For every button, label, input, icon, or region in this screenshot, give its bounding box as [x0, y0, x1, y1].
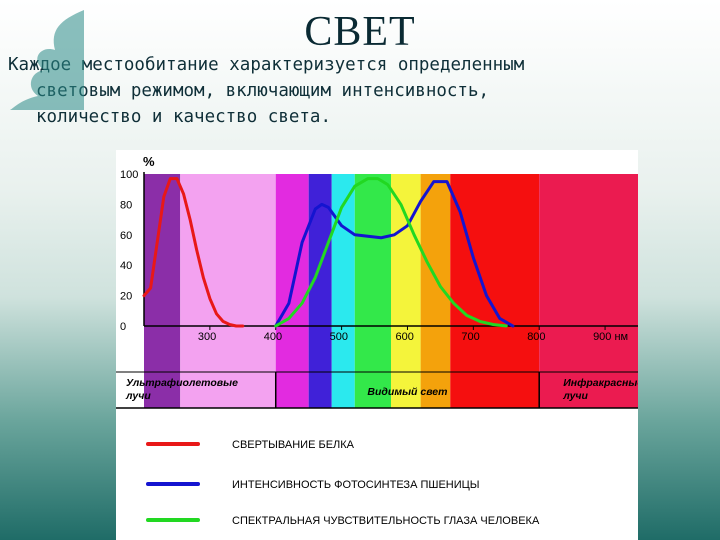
legend-label-1: СВЕРТЫВАНИЕ БЕЛКА: [232, 439, 355, 451]
slide-text-line-3: количество и качество света.: [36, 107, 332, 127]
slide-text-line-1: Каждое местообитание характеризуется опр…: [8, 55, 525, 75]
y-tick-label-6: 100: [120, 169, 138, 181]
spectrum-band-2: [180, 174, 276, 408]
y-tick-label-1: 0: [120, 321, 126, 333]
spectrum-chart: 0 20 40 60 80 100% 300 400 500 600 700 800 900 нм Уль…: [116, 154, 638, 527]
y-tick-label-5: 80: [120, 199, 132, 211]
spectrum-band-10: [539, 174, 638, 408]
x-tick-label-3: 500: [330, 331, 348, 343]
chart-panel: 0 20 40 60 80 100% 300 400 500 600 700 800 900 нм Уль…: [116, 150, 638, 540]
spectrum-band-6: [354, 174, 391, 408]
y-tick-label-2: 20: [120, 291, 132, 303]
y-axis-unit-label: %: [143, 154, 155, 169]
region-label-visible: Видимый свет: [367, 386, 447, 398]
x-tick-label-6: 800: [527, 331, 545, 343]
spectrum-band-4: [308, 174, 332, 408]
x-tick-label-2: 400: [264, 331, 282, 343]
x-tick-label-5: 700: [461, 331, 479, 343]
y-tick-label-3: 40: [120, 260, 132, 272]
y-tick-label-4: 60: [120, 230, 132, 242]
x-tick-label-4: 600: [395, 331, 413, 343]
x-tick-label-7: 900 нм: [593, 331, 628, 343]
series-line-1: [142, 177, 245, 328]
legend-label-3: СПЕКТРАЛЬНАЯ ЧУВСТВИТЕЛЬНОСТЬ ГЛАЗА ЧЕЛО…: [232, 515, 540, 527]
legend-label-2: ИНТЕНСИВНОСТЬ ФОТОСИНТЕЗА ПШЕНИЦЫ: [232, 479, 480, 491]
corner-decor: [10, 10, 84, 110]
series-line-3: [274, 177, 508, 328]
corner-decor-shape: [10, 10, 84, 110]
region-label-ir: Инфракрасные лучи: [562, 377, 638, 402]
slide-title: СВЕТ: [304, 9, 416, 55]
region-label-uv: Ультрафиолетовые лучи: [125, 377, 238, 402]
slide-text: Каждое местообитание характеризуется опр…: [8, 52, 716, 130]
x-tick-label-1: 300: [198, 331, 216, 343]
slide-text-line-2: световым режимом, включающим интенсивнос…: [36, 81, 490, 101]
spectrum-band-5: [331, 174, 355, 408]
spectrum-band-9: [450, 174, 540, 408]
series-line-2: [274, 180, 515, 328]
